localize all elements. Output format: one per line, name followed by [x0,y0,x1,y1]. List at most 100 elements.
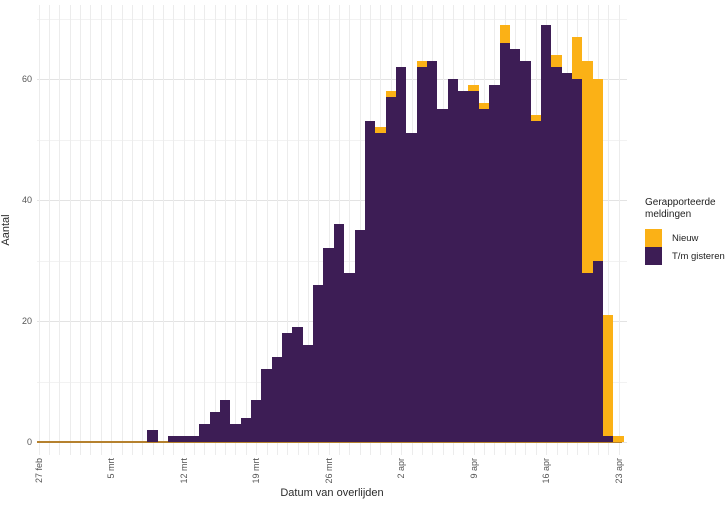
gridline-day-18 [225,5,226,455]
gridline-day-15 [194,5,195,455]
bar-nieuw-day-33 [375,127,386,133]
bar-tm-gisteren-day-26 [303,345,313,442]
bar-tm-gisteren-day-40 [448,79,458,442]
bar-tm-gisteren-day-52 [572,79,582,442]
bar-tm-gisteren-day-36 [406,133,417,442]
bar-tm-gisteren-day-48 [531,121,541,442]
legend-item-tm-gisteren: T/m gisteren [645,247,725,265]
bar-tm-gisteren-day-45 [500,43,510,442]
bar-tm-gisteren-day-24 [282,333,292,442]
bar-tm-gisteren-day-55 [603,436,613,442]
x-tick-label-19-mrt: 19 mrt [251,458,261,484]
bar-tm-gisteren-day-19 [230,424,241,442]
x-tick-label-26-mrt: 26 mrt [324,458,334,484]
gridline-day-56 [619,5,620,455]
bar-tm-gisteren-day-28 [323,248,334,442]
gridline-day-9 [132,5,133,455]
y-tick-label-0: 0 [26,437,32,447]
gridline-day-3 [70,5,71,455]
bar-nieuw-day-50 [551,55,562,67]
gridline-day-19 [235,5,236,455]
bar-nieuw-day-54 [593,79,603,261]
bar-tm-gisteren-day-15 [189,436,199,442]
bar-tm-gisteren-day-46 [510,49,520,442]
bar-tm-gisteren-day-54 [593,261,603,442]
gridline-day-0 [39,5,40,455]
x-tick-label-23-apr: 23 apr [614,458,624,484]
bar-tm-gisteren-day-30 [344,273,355,442]
bar-tm-gisteren-day-25 [292,327,303,442]
gridline-minor-y70 [37,19,627,20]
bar-nieuw-day-52 [572,37,582,79]
bar-tm-gisteren-day-14 [178,436,189,442]
x-axis-title: Datum van overlijden [280,487,384,499]
bar-tm-gisteren-day-21 [251,400,261,442]
gridline-day-10 [142,5,143,455]
bar-tm-gisteren-day-18 [220,400,230,442]
bar-tm-gisteren-day-51 [562,73,572,442]
bar-tm-gisteren-day-32 [365,121,375,442]
bar-tm-gisteren-day-37 [417,67,427,442]
bar-tm-gisteren-day-39 [437,109,448,442]
bar-tm-gisteren-day-44 [489,85,500,442]
bar-tm-gisteren-day-53 [582,273,593,442]
x-tick-label-9-apr: 9 apr [469,458,479,479]
y-tick-label-40: 40 [21,195,32,205]
bar-tm-gisteren-day-13 [168,436,178,442]
gridline-day-20 [246,5,247,455]
nieuw-swatch-icon [645,229,662,247]
bar-tm-gisteren-day-50 [551,67,562,442]
bar-tm-gisteren-day-38 [427,61,437,442]
bar-tm-gisteren-day-31 [355,230,365,442]
y-tick-label-60: 60 [21,74,32,84]
gridline-day-14 [184,5,185,455]
bar-nieuw-day-48 [531,115,541,121]
bar-tm-gisteren-day-42 [468,91,479,442]
bar-tm-gisteren-day-20 [241,418,251,442]
bar-tm-gisteren-day-34 [386,97,396,442]
legend-item-label: Nieuw [672,232,699,244]
gridline-day-17 [215,5,216,455]
bar-nieuw-day-56 [613,436,624,442]
bar-nieuw-day-42 [468,85,479,91]
gridline-day-8 [122,5,123,455]
zero-baseline [37,441,622,443]
bar-tm-gisteren-day-47 [520,61,531,442]
legend-item-label: T/m gisteren [672,250,725,262]
legend-title: Gerapporteerde meldingen [645,197,716,220]
gridline-day-11 [153,5,154,455]
gridline-day-7 [111,5,112,455]
bar-tm-gisteren-day-41 [458,91,468,442]
gridline-day-4 [80,5,81,455]
x-tick-label-12-mrt: 12 mrt [179,458,189,484]
gridline-day-1 [49,5,50,455]
bar-nieuw-day-34 [386,91,396,97]
bar-tm-gisteren-day-43 [479,109,489,442]
x-tick-label-5-mrt: 5 mrt [106,458,116,479]
bar-nieuw-day-53 [582,61,593,273]
bar-tm-gisteren-day-23 [272,357,282,442]
bar-nieuw-day-43 [479,103,489,109]
gridline-day-13 [173,5,174,455]
bar-tm-gisteren-day-16 [199,424,210,442]
bar-nieuw-day-45 [500,25,510,43]
bar-nieuw-day-37 [417,61,427,67]
y-tick-label-20: 20 [21,316,32,326]
bar-tm-gisteren-day-27 [313,285,323,442]
bar-tm-gisteren-day-17 [210,412,220,442]
bar-tm-gisteren-day-49 [541,25,551,442]
gridline-major-y60 [37,79,627,80]
gridline-day-5 [90,5,91,455]
bar-tm-gisteren-day-29 [334,224,344,442]
bar-tm-gisteren-day-22 [261,369,272,442]
gridline-day-6 [101,5,102,455]
legend: Gerapporteerde meldingen Nieuw T/m giste… [645,197,725,265]
legend-item-nieuw: Nieuw [645,229,725,247]
gridline-day-12 [163,5,164,455]
gridline-day-16 [204,5,205,455]
x-tick-label-27-feb: 27 feb [34,458,44,484]
bar-tm-gisteren-day-33 [375,133,386,442]
bar-tm-gisteren-day-11 [147,430,158,442]
y-axis-title: Aantal [0,214,12,246]
